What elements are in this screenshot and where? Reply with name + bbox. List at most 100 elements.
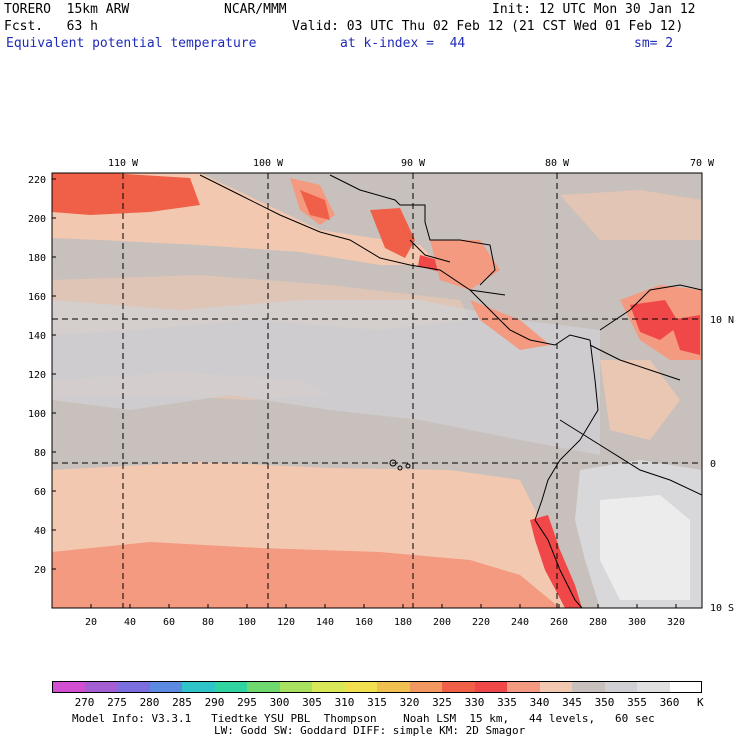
valid-time: Valid: 03 UTC Thu 02 Feb 12 (21 CST Wed …	[292, 19, 684, 34]
colorbar-label: 340	[529, 696, 550, 709]
y-tick-label: 160	[28, 292, 46, 303]
x-tick-label: 160	[355, 617, 373, 628]
country-borders	[409, 239, 702, 496]
colorbar-swatch	[312, 681, 345, 693]
x-tick-label: 120	[277, 617, 295, 628]
model-title: TORERO 15km ARW	[4, 2, 130, 17]
colorbar-swatch	[149, 681, 183, 693]
y-tick-label: 60	[34, 487, 46, 498]
x-tick-label: 80	[202, 617, 214, 628]
x-tick-label: 40	[124, 617, 136, 628]
lat-label-10n: 10 N	[710, 315, 734, 326]
colorbar-swatch	[279, 681, 313, 693]
colorbar-label: 330	[464, 696, 485, 709]
colorbar-swatch	[474, 681, 508, 693]
field-red-mexico	[300, 190, 330, 220]
y-tick-label: 180	[28, 253, 46, 264]
map-field	[52, 173, 702, 608]
field-peach-colombia	[600, 360, 680, 440]
colorbar-label: 350	[594, 696, 615, 709]
colorbar-label: 295	[237, 696, 257, 709]
colorbar-label: 290	[204, 696, 225, 709]
y-tick-label: 100	[28, 409, 46, 420]
map-frame	[51, 172, 703, 609]
colorbar-label: 285	[172, 696, 192, 709]
x-tick-label: 260	[550, 617, 568, 628]
colorbar-swatch	[507, 681, 540, 693]
k-index-label: at k-index = 44	[340, 36, 466, 51]
gulf-coast-mexico	[329, 174, 401, 206]
x-tick-label: 20	[85, 617, 97, 628]
colorbar-label: 345	[562, 696, 582, 709]
y-tick-label: 80	[34, 448, 46, 459]
y-tick-label: 140	[28, 331, 46, 342]
colorbar-label: 360	[659, 696, 680, 709]
field-red-peru-coast	[530, 515, 582, 608]
y-tick-label: 20	[34, 565, 46, 576]
caribbean-coast-central-america	[400, 204, 496, 286]
colorbar-swatch	[539, 681, 573, 693]
colorbar-swatch	[52, 681, 85, 693]
x-tick-label: 240	[511, 617, 529, 628]
pacific-coast-central-america	[199, 174, 591, 346]
x-tick-label: 200	[433, 617, 451, 628]
lat-label-0: 0	[710, 459, 716, 470]
equivalent-potential-temperature-map: 110 W 100 W 90 W 80 W 70 W 10 N 0 10 S 2…	[28, 158, 734, 628]
colorbar-swatch	[247, 681, 280, 693]
field-red-guatemala	[370, 208, 415, 258]
lon-label-80w: 80 W	[545, 158, 570, 169]
field-peach-caribbean	[560, 190, 702, 240]
colorbar-swatch	[214, 681, 248, 693]
lat-label-10s: 10 S	[710, 603, 734, 614]
colorbar-frame	[52, 681, 702, 693]
colorbar-unit: K	[697, 696, 704, 709]
y-tick-label: 120	[28, 370, 46, 381]
field-red-venezuela	[630, 300, 680, 340]
colorbar-swatch	[117, 681, 150, 693]
colorbar-label: 275	[107, 696, 127, 709]
pacific-coast-south-america	[534, 339, 599, 608]
colorbar-swatch	[344, 681, 378, 693]
x-tick-label: 280	[589, 617, 607, 628]
colorbar-swatch	[409, 681, 443, 693]
colorbar-label: 300	[269, 696, 290, 709]
field-name: Equivalent potential temperature	[6, 36, 257, 51]
x-tick-label: 60	[163, 617, 175, 628]
field-red-venezuela-east	[670, 315, 700, 355]
x-tick-label: 180	[394, 617, 412, 628]
colorbar-swatch	[377, 681, 410, 693]
colorbar-label: 270	[74, 696, 95, 709]
colorbar-label: 320	[399, 696, 420, 709]
colorbar-swatch	[442, 681, 475, 693]
x-tick-label: 140	[316, 617, 334, 628]
colorbar-swatch	[572, 681, 605, 693]
init-time: Init: 12 UTC Mon 30 Jan 12	[492, 2, 696, 17]
field-red-northwest	[52, 173, 200, 215]
field-salmon-south	[52, 542, 560, 608]
axis-ticks	[52, 178, 677, 608]
forecast-hour: Fcst. 63 h	[4, 19, 98, 34]
galapagos-island-3	[405, 463, 411, 469]
colombia-border	[589, 344, 681, 381]
colorbar-label: 280	[139, 696, 160, 709]
field-grey-equatorial	[52, 300, 600, 455]
y-grid-labels: 220 200 180 160 140 120 100 80 60 40 20	[28, 175, 46, 576]
x-grid-labels: 20 40 60 80 100 120 140 160 180 200 220 240 260 280 30…	[85, 617, 685, 628]
field-salmon-patch	[60, 580, 120, 600]
colorbar-label: 325	[432, 696, 452, 709]
smoothing-label: sm= 2	[634, 36, 674, 51]
graticule	[52, 173, 702, 608]
colorbar-swatch	[637, 681, 670, 693]
x-tick-label: 300	[628, 617, 646, 628]
lon-label-100w: 100 W	[253, 158, 284, 169]
y-tick-label: 220	[28, 175, 46, 186]
colorbar-label: 335	[497, 696, 517, 709]
colorbar-label: 305	[302, 696, 322, 709]
latitude-labels: 10 N 0 10 S	[710, 315, 734, 614]
colorbar-label: 355	[627, 696, 647, 709]
caribbean-coast-south-america	[599, 284, 702, 331]
lon-label-70w: 70 W	[690, 158, 715, 169]
galapagos-island-2	[397, 465, 403, 471]
x-tick-label: 220	[472, 617, 490, 628]
colorbar-swatch	[84, 681, 118, 693]
